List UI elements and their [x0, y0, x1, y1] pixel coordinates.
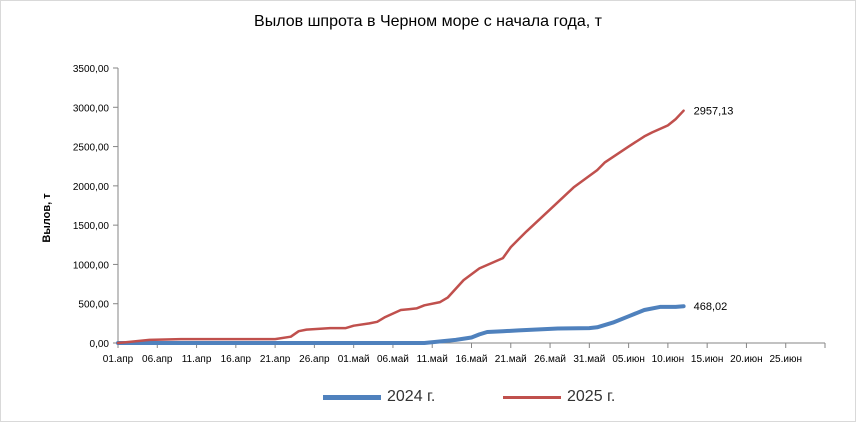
x-tick-label: 11.апр: [182, 354, 212, 365]
end-value-label-2024: 468,02: [694, 301, 728, 313]
x-tick-label: 31.май: [573, 354, 605, 365]
legend-item-2024: 2024 г.: [323, 388, 435, 406]
x-tick-label: 26.май: [534, 354, 566, 365]
legend-swatch-2025: [503, 395, 561, 399]
y-tick-label: 2000,00: [73, 182, 110, 193]
legend-item-2025: 2025 г.: [503, 388, 615, 406]
x-tick-label: 01.май: [338, 354, 370, 365]
x-tick-label: 16.май: [456, 354, 488, 365]
chart-title: Вылов шпрота в Черном море с начала года…: [254, 13, 602, 30]
x-tick-label: 11.май: [417, 354, 448, 365]
legend-swatch-2024: [323, 394, 381, 400]
legend: 2024 г. 2025 г.: [0, 388, 856, 412]
y-tick-label: 0,00: [90, 339, 110, 350]
legend-label-2024: 2024 г.: [387, 388, 436, 405]
series-line-2024: [116, 304, 686, 345]
series-line-2025: [116, 109, 685, 345]
y-tick-label: 3000,00: [73, 103, 110, 114]
x-tick-label: 01.апр: [103, 354, 134, 365]
y-tick-label: 1000,00: [73, 260, 110, 271]
legend-label-2025: 2025 г.: [567, 388, 616, 405]
y-tick-label: 3500,00: [73, 64, 110, 75]
x-tick-label: 06.май: [377, 354, 409, 365]
x-tick-label: 21.май: [495, 354, 527, 365]
x-tick-label: 10.июн: [652, 354, 685, 365]
end-labels: 468,02 2957,13: [694, 106, 734, 314]
x-tick-label: 15.июн: [691, 354, 724, 365]
y-tick-label: 2500,00: [73, 143, 110, 154]
x-ticks: 01.апр 06.апр 11.апр 16.апр 21.апр 26.апр 01.м…: [103, 343, 826, 365]
x-tick-label: 21.апр: [260, 354, 291, 365]
x-tick-label: 05.июн: [612, 354, 645, 365]
y-ticks: 0,00 500,00 1000,00 1500,00 2000,00 2500,00 30…: [73, 64, 118, 350]
x-tick-label: 16.апр: [221, 354, 252, 365]
x-tick-label: 06.апр: [142, 354, 173, 365]
y-tick-label: 500,00: [78, 300, 109, 311]
series-lines: [116, 109, 686, 345]
x-tick-label: 26.апр: [299, 354, 330, 365]
y-tick-label: 1500,00: [73, 221, 110, 232]
x-tick-label: 25.июн: [769, 354, 802, 365]
x-tick-label: 20.июн: [730, 354, 763, 365]
end-value-label-2025: 2957,13: [694, 106, 734, 118]
